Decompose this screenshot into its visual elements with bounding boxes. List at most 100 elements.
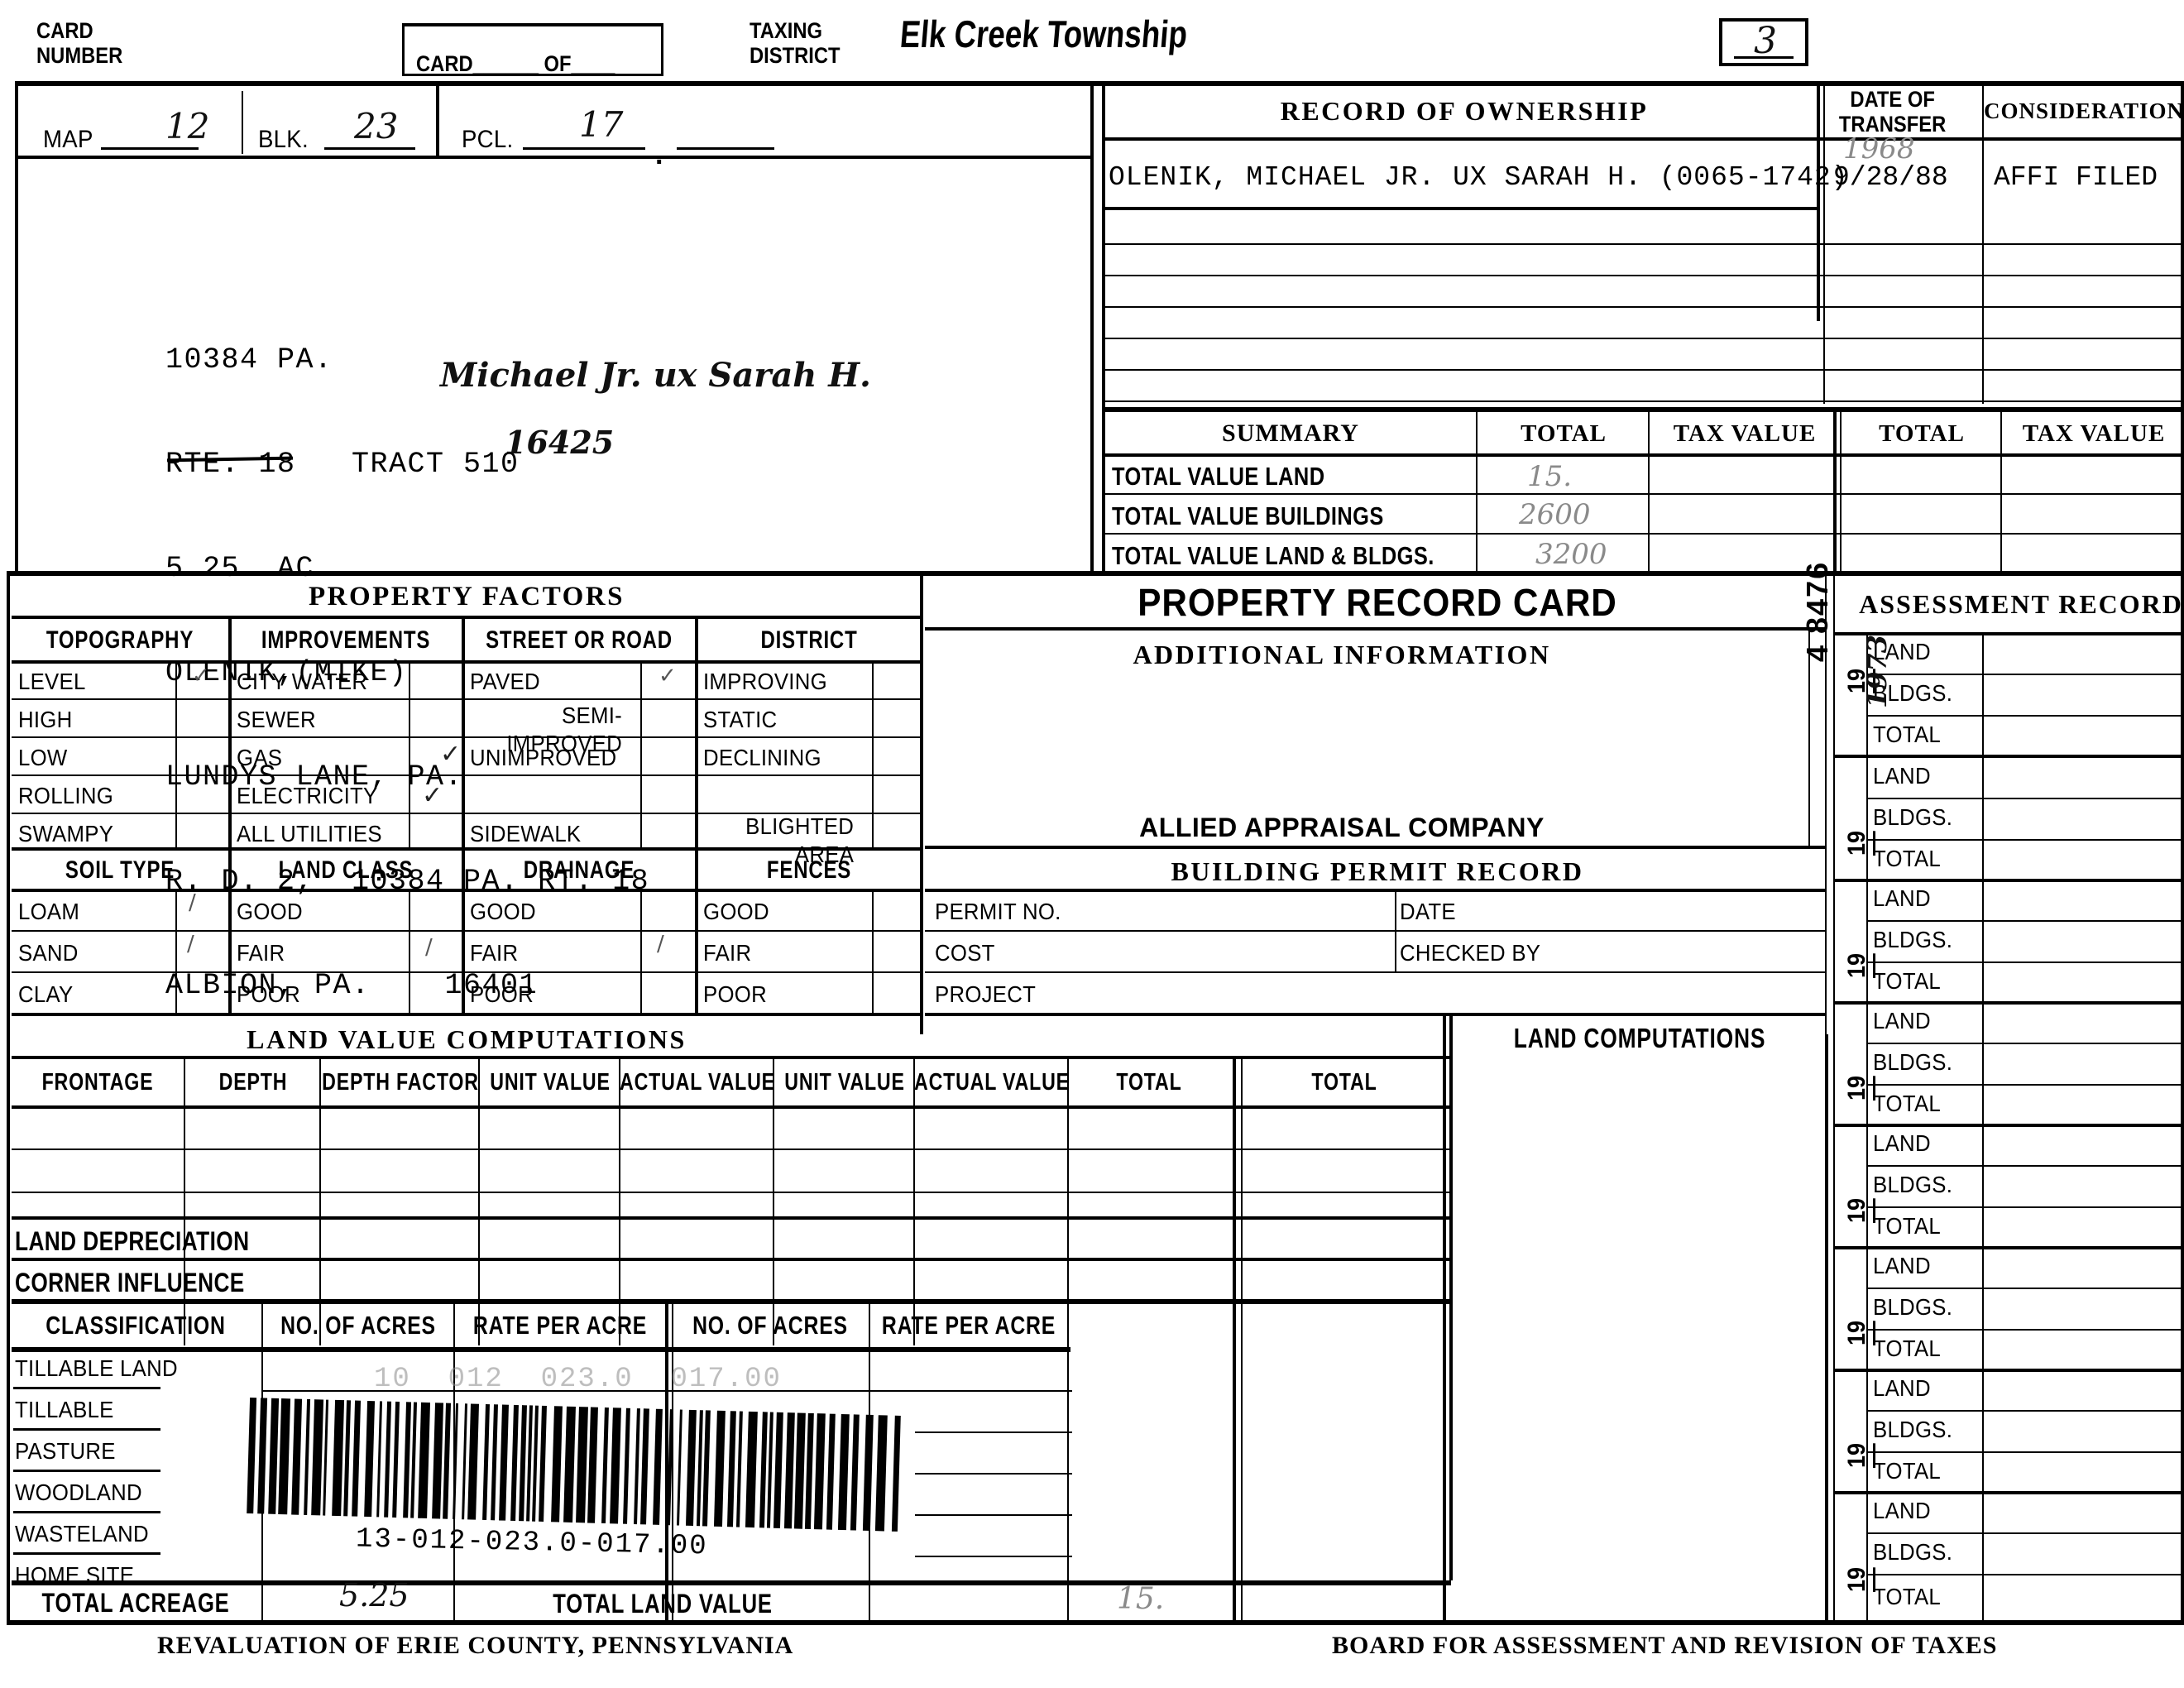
summary-value-land: 15. bbox=[1527, 460, 1573, 493]
pf-check-div-impr bbox=[409, 660, 410, 847]
pf-header-rule bbox=[12, 660, 922, 664]
pf-street-2: UNIMPROVED bbox=[470, 745, 617, 770]
left-panel-right-border bbox=[1090, 81, 1094, 571]
lvc-col-depth-factor: DEPTH FACTOR bbox=[322, 1068, 479, 1096]
land-depreciation-label: LAND DEPRECIATION bbox=[15, 1226, 250, 1256]
land-class-0: GOOD bbox=[237, 899, 303, 924]
lvc-div-3 bbox=[478, 1056, 480, 1345]
permit-project-label: PROJECT bbox=[935, 981, 1037, 1007]
land-value-computations-title: LAND VALUE COMPUTATIONS bbox=[247, 1024, 687, 1054]
assessment-rule-1-0 bbox=[1866, 798, 2184, 799]
ownership-owner-name: OLENIK, MICHAEL JR. UX SARAH H. (0065-17… bbox=[1109, 162, 1849, 193]
card-of-box: CARD______ OF____ bbox=[402, 23, 663, 76]
summary-col-total-2: TOTAL bbox=[1879, 420, 1965, 447]
ownership-div-1b bbox=[1823, 81, 1825, 321]
footer-right: BOARD FOR ASSESSMENT AND REVISION OF TAX… bbox=[1332, 1632, 1998, 1659]
lvc-col-total-2: TOTAL bbox=[1311, 1068, 1377, 1096]
summary-col-taxvalue-1: TAX VALUE bbox=[1673, 420, 1817, 447]
pf-check-level: ✓ bbox=[192, 664, 210, 688]
ownership-div-cons bbox=[1982, 207, 1984, 404]
cls-right-rule-3 bbox=[915, 1514, 1072, 1516]
cls-row-rule-4 bbox=[13, 1552, 160, 1555]
land-depreciation-rule bbox=[12, 1258, 1451, 1261]
soil-check-div-3 bbox=[872, 889, 874, 1013]
owner-line-2: 5.25 AC. bbox=[165, 552, 333, 585]
footer-left: REVALUATION OF ERIE COUNTY, PENNSYLVANIA bbox=[157, 1632, 794, 1659]
lvc-div-6 bbox=[913, 1056, 915, 1345]
pf-topography-2: LOW bbox=[18, 745, 68, 770]
assessment-rule-3-1 bbox=[1866, 1084, 2184, 1086]
cls-col-classification: CLASSIFICATION bbox=[46, 1311, 226, 1340]
map-label: MAP bbox=[43, 126, 93, 153]
pf-improvements-0: CITY WATER bbox=[237, 669, 368, 694]
assessment-header-rule bbox=[1833, 632, 2184, 635]
lvc-row-rule-1 bbox=[12, 1149, 1451, 1150]
pf-street-4: SIDEWALK bbox=[470, 821, 582, 846]
map-value: 12 bbox=[165, 106, 210, 146]
ownership-row-rule-3 bbox=[1102, 275, 2184, 276]
owner-line-0: 10384 PA. bbox=[165, 343, 333, 376]
assessment-row-bldgs-0: BLDGS. bbox=[1873, 680, 1953, 706]
pf-district-1: STATIC bbox=[703, 707, 778, 732]
corner-influence-label: CORNER INFLUENCE bbox=[15, 1268, 245, 1297]
lvc-div-5 bbox=[773, 1056, 774, 1345]
pf-check-electricity: ✓ bbox=[422, 781, 443, 810]
soil-check-loam: / bbox=[189, 890, 196, 915]
pf-col-improvements: IMPROVEMENTS bbox=[261, 626, 431, 654]
pf-improvements-2: GAS bbox=[237, 745, 283, 770]
land-class-1: FAIR bbox=[237, 940, 285, 966]
ownership-row-rule-6 bbox=[1102, 369, 2184, 371]
pf-street-0: PAVED bbox=[470, 669, 540, 694]
owner-line-4: LUNDYS LANE, PA. bbox=[165, 760, 464, 794]
ownership-row-rule-7 bbox=[1102, 400, 2184, 402]
pf-street-1: SEMI- IMPROVED bbox=[506, 703, 622, 756]
body-bottom-rule bbox=[7, 1620, 2184, 1625]
soil-check-div-2 bbox=[640, 889, 642, 1013]
pf-check-div-topo bbox=[175, 660, 177, 847]
ownership-faint-mark: 1968 bbox=[1843, 132, 1915, 165]
lvc-row-rule-3 bbox=[12, 1216, 1451, 1220]
pcl-suffix-rule bbox=[677, 147, 774, 150]
property-factors-title-rule bbox=[12, 616, 922, 619]
ownership-div-2 bbox=[1982, 81, 1984, 321]
pf-div-1 bbox=[228, 616, 232, 847]
pf-div-3 bbox=[695, 616, 698, 847]
taxing-district-value: Elk Creek Township bbox=[898, 12, 1190, 55]
pf-district-2: DECLINING bbox=[703, 745, 821, 770]
cls-faded-typed-line: 10 012 023.0 017.00 bbox=[374, 1364, 782, 1395]
permit-checked-by-label: CHECKED BY bbox=[1400, 940, 1541, 966]
assessment-rule-7-1 bbox=[1866, 1574, 2184, 1575]
cls-row-2: PASTURE bbox=[15, 1438, 116, 1464]
ownership-div-1 bbox=[1817, 81, 1820, 321]
property-factors-title: PROPERTY FACTORS bbox=[308, 581, 625, 611]
assessment-rule-6-1 bbox=[1866, 1451, 2184, 1453]
assessment-year-6: 19 bbox=[1843, 1442, 1875, 1468]
allied-appraisal-company: ALLIED APPRAISAL COMPANY bbox=[1139, 812, 1545, 842]
bpr-rule-2 bbox=[925, 971, 1827, 973]
card-number-rule bbox=[1734, 56, 1794, 59]
blk-fill-rule bbox=[324, 147, 415, 150]
assessment-year-written-0: 1973 bbox=[1861, 634, 1893, 708]
assessment-value-div bbox=[1982, 632, 1984, 1623]
ownership-row-rule-1 bbox=[1102, 207, 1817, 210]
summary-row-label-0: TOTAL VALUE LAND bbox=[1112, 462, 1325, 491]
bpr-div-vertical bbox=[1395, 889, 1396, 971]
drainage-1: FAIR bbox=[470, 940, 519, 966]
pf-improvements-4: ALL UTILITIES bbox=[237, 821, 382, 846]
land-computations-label: LAND COMPUTATIONS bbox=[1513, 1023, 1766, 1053]
lvc-row-rule-2 bbox=[12, 1192, 1451, 1193]
pf-col-street: STREET OR ROAD bbox=[486, 626, 673, 654]
assessment-row-bldgs-6: BLDGS. bbox=[1873, 1417, 1953, 1442]
soil-type-2: CLAY bbox=[18, 981, 74, 1007]
summary-div-3b bbox=[1840, 407, 1842, 571]
card-of-label: CARD______ OF____ bbox=[416, 51, 615, 76]
pf-rule-2 bbox=[12, 736, 922, 738]
blk-value: 23 bbox=[354, 106, 399, 146]
blk-label: BLK. bbox=[258, 126, 309, 153]
soil-col-soiltype: SOIL TYPE bbox=[65, 856, 175, 884]
consideration-label: CONSIDERATION bbox=[1983, 98, 2184, 123]
assessment-record-title: ASSESSMENT RECORD bbox=[1859, 588, 2183, 619]
ownership-row-rule-2 bbox=[1102, 243, 2184, 245]
card-number-value: 3 bbox=[1754, 20, 1777, 62]
